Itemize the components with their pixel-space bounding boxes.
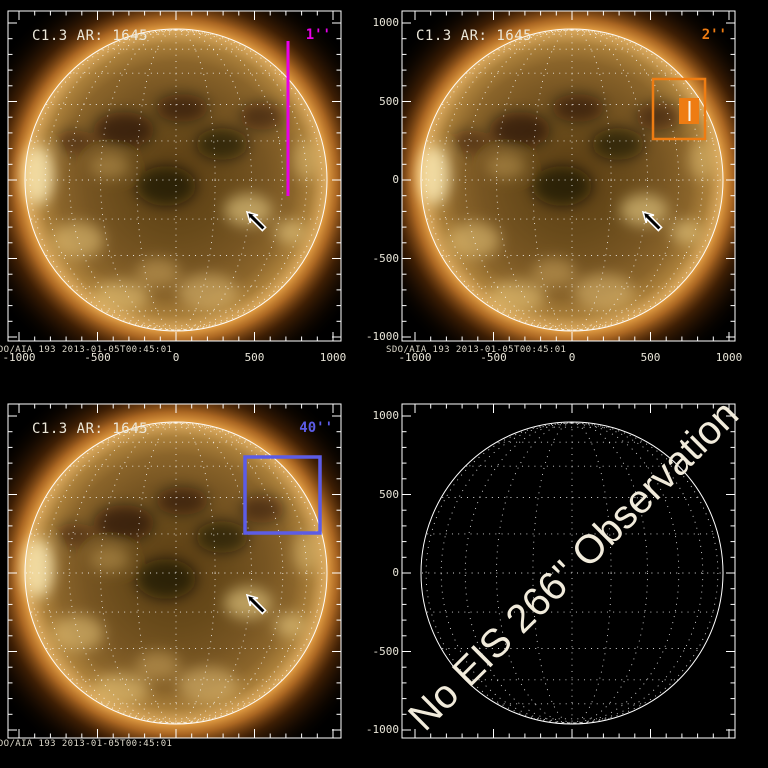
panel-title-top-right: C1.3 AR: 1645 xyxy=(416,28,533,44)
timestamp-bottom-left: SDO/AIA 193 2013-01-05T00:45:01 xyxy=(0,739,173,749)
sun-image-top-right xyxy=(357,0,768,395)
axis-ticks xyxy=(8,11,735,738)
sun-image-top-left xyxy=(0,0,391,395)
fov-outline-2arcsec xyxy=(651,77,707,141)
panel-title-top-left: C1.3 AR: 1645 xyxy=(32,28,149,44)
fov-label-40arcsec: 40'' xyxy=(299,420,333,436)
eis-fov-40arcsec-overlay xyxy=(243,455,322,535)
fov-label-2arcsec: 2'' xyxy=(701,27,727,43)
globe-grid-bottom-right xyxy=(420,421,724,725)
fov-label-1arcsec: 1'' xyxy=(305,27,331,43)
panel-title-bottom-left: C1.3 AR: 1645 xyxy=(32,421,149,437)
panel-frames xyxy=(7,10,736,739)
timestamp-top-right: SDO/AIA 193 2013-01-05T00:45:01 xyxy=(386,345,567,355)
timestamp-top-left: SDO/AIA 193 2013-01-05T00:45:01 xyxy=(0,345,173,355)
eis-fov-2arcsec-overlay xyxy=(651,77,707,141)
